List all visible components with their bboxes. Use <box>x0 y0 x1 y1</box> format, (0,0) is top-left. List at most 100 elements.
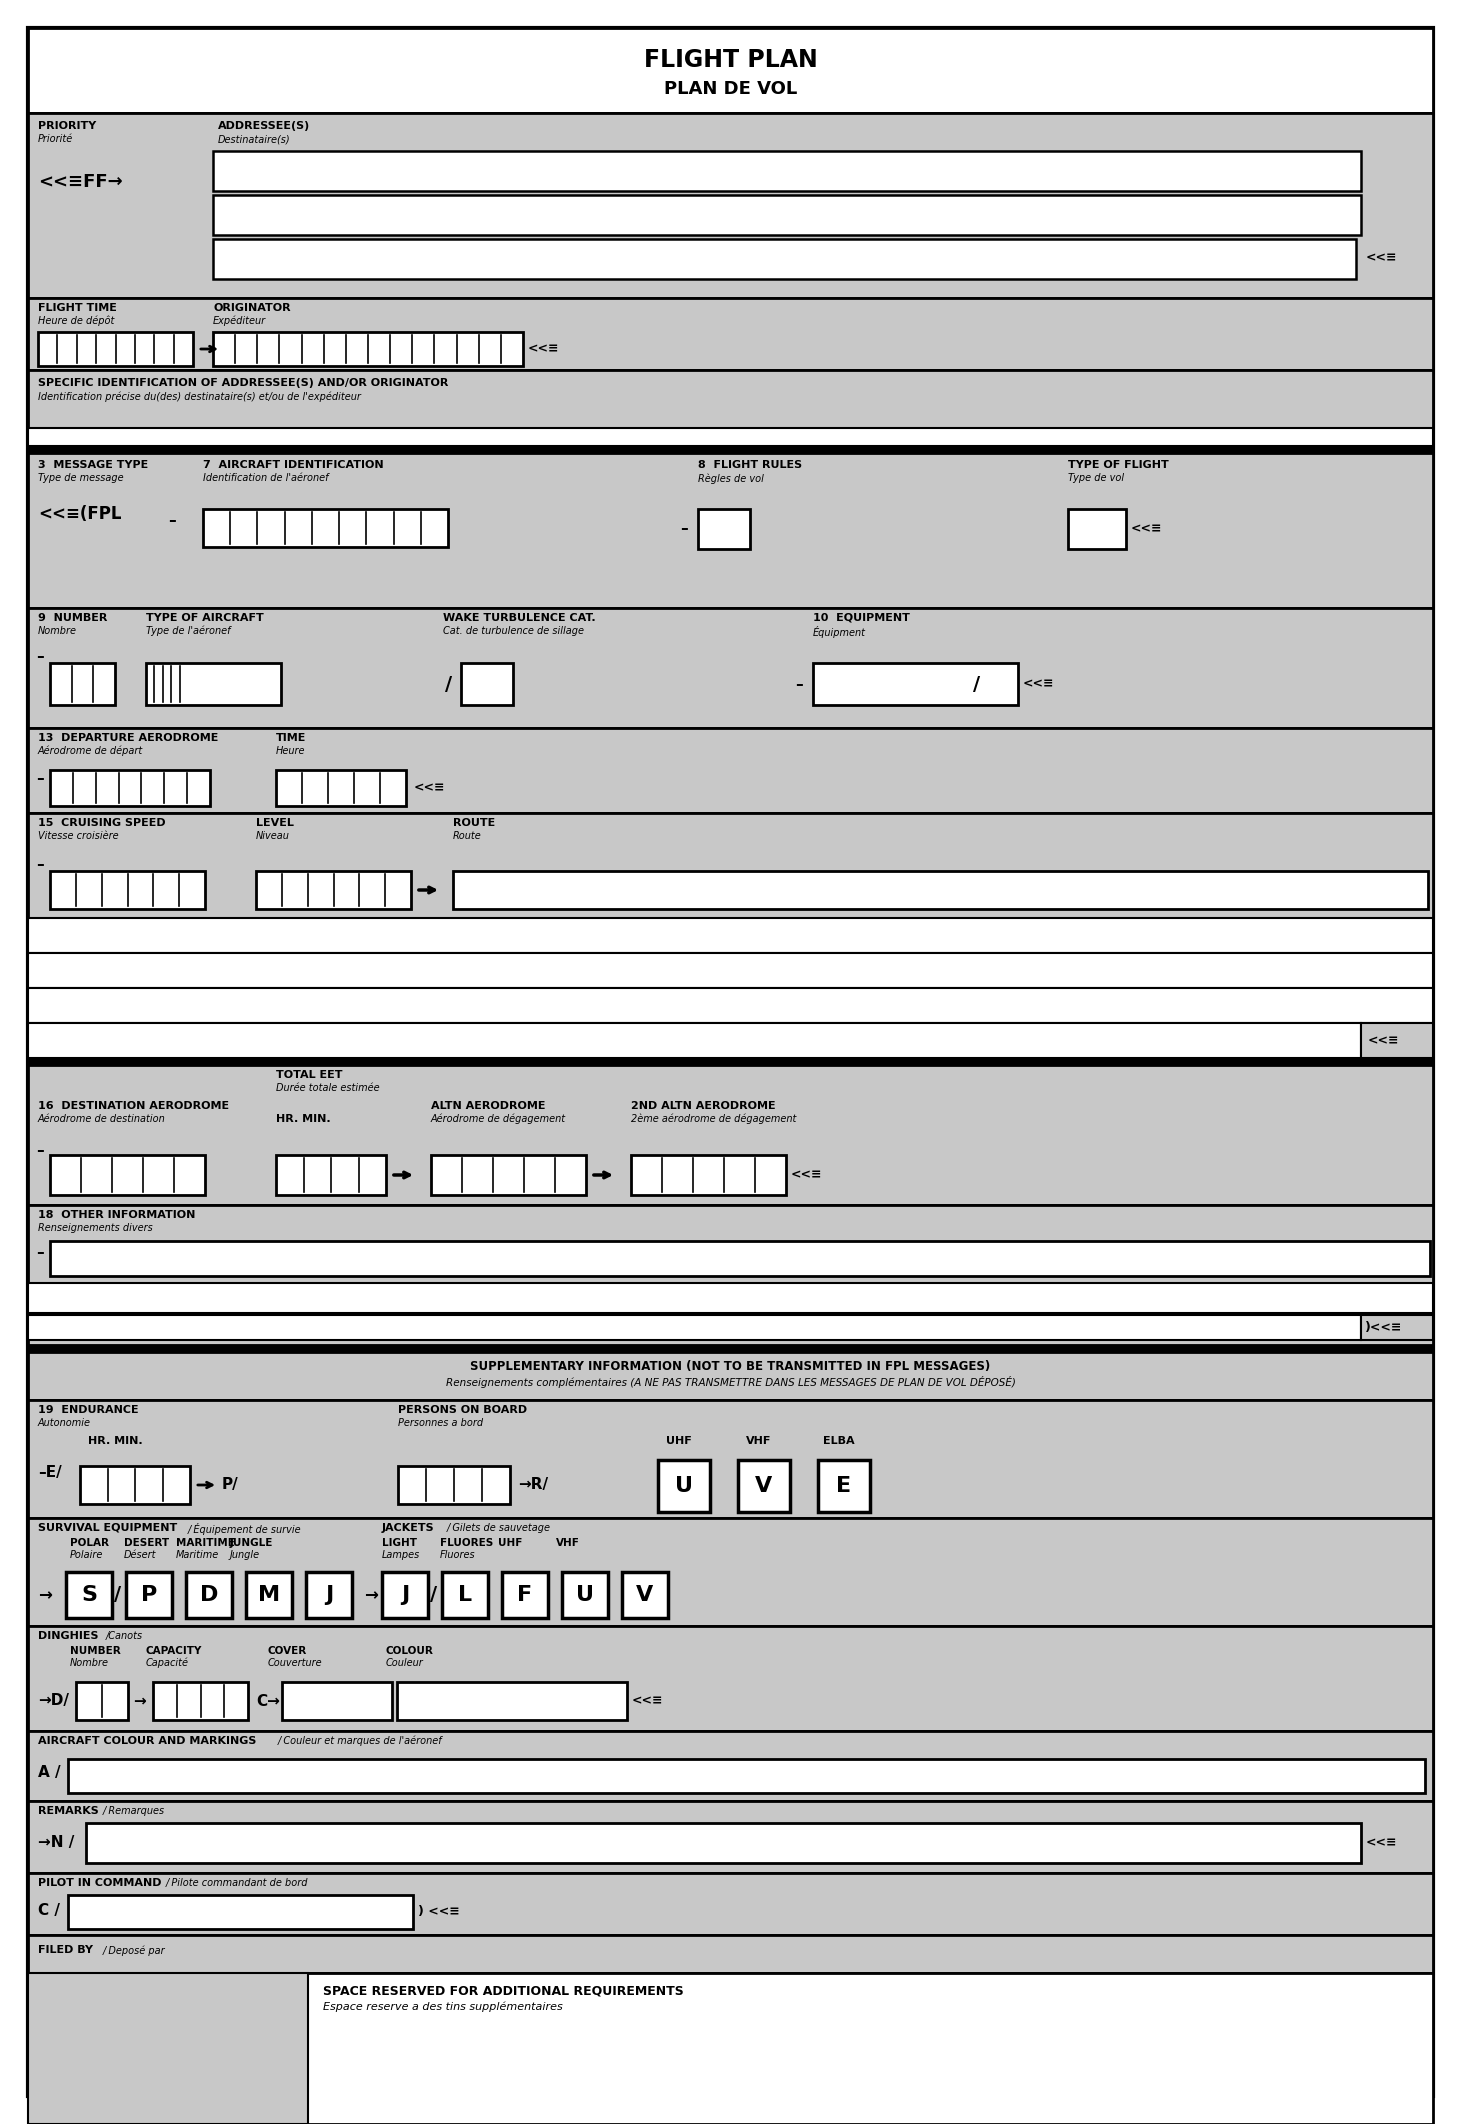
Text: <<≡: <<≡ <box>1023 678 1055 690</box>
Text: TYPE OF AIRCRAFT: TYPE OF AIRCRAFT <box>146 614 264 622</box>
Text: <<≡(FPL: <<≡(FPL <box>38 506 121 523</box>
Text: J: J <box>324 1585 333 1606</box>
Bar <box>28 1204 1433 1344</box>
Bar <box>28 1315 1362 1340</box>
Bar <box>28 918 1433 954</box>
Text: TYPE OF FLIGHT: TYPE OF FLIGHT <box>1068 461 1169 469</box>
Bar <box>80 1466 190 1504</box>
Bar <box>50 871 205 909</box>
Bar <box>631 1155 786 1196</box>
Bar <box>28 1801 1433 1873</box>
Text: WAKE TURBULENCE CAT.: WAKE TURBULENCE CAT. <box>443 614 596 622</box>
Text: /: / <box>446 675 451 695</box>
Text: /: / <box>973 675 980 695</box>
Text: 16  DESTINATION AERODROME: 16 DESTINATION AERODROME <box>38 1100 229 1111</box>
Bar <box>443 1572 488 1618</box>
Bar <box>1362 1024 1433 1058</box>
Text: SPACE RESERVED FOR ADDITIONAL REQUIREMENTS: SPACE RESERVED FOR ADDITIONAL REQUIREMEN… <box>323 1986 684 1999</box>
Text: Priorité: Priorité <box>38 134 73 144</box>
Text: LEVEL: LEVEL <box>256 818 294 828</box>
Text: Polaire: Polaire <box>70 1551 104 1559</box>
Text: 13  DEPARTURE AERODROME: 13 DEPARTURE AERODROME <box>38 733 218 743</box>
Bar <box>622 1572 668 1618</box>
Text: Route: Route <box>453 830 482 841</box>
Bar <box>562 1572 608 1618</box>
Text: /: / <box>430 1585 437 1604</box>
Text: Nombre: Nombre <box>70 1659 110 1667</box>
Bar <box>1068 510 1126 548</box>
Bar <box>453 871 1427 909</box>
Bar <box>126 1572 172 1618</box>
Text: P: P <box>140 1585 158 1606</box>
Bar <box>69 1759 1424 1793</box>
Bar <box>28 1627 1433 1731</box>
Text: Renseignements divers: Renseignements divers <box>38 1223 153 1234</box>
Text: –: – <box>37 1143 44 1158</box>
Bar <box>213 240 1356 278</box>
Bar <box>69 1895 413 1929</box>
Bar <box>28 1973 1433 2124</box>
Text: Maritime: Maritime <box>175 1551 219 1559</box>
Text: 15  CRUISING SPEED: 15 CRUISING SPEED <box>38 818 165 828</box>
Text: P/: P/ <box>222 1478 238 1493</box>
Text: Espace reserve a des tins supplémentaires: Espace reserve a des tins supplémentaire… <box>323 2001 562 2011</box>
Text: →D/: →D/ <box>38 1693 69 1708</box>
Text: Aérodrome de départ: Aérodrome de départ <box>38 746 143 756</box>
Text: Couverture: Couverture <box>267 1659 323 1667</box>
Bar <box>812 663 1018 705</box>
Text: <<≡: <<≡ <box>413 782 446 794</box>
Bar <box>245 1572 292 1618</box>
Text: –: – <box>37 648 44 663</box>
Text: HR. MIN.: HR. MIN. <box>88 1436 143 1446</box>
Text: REMARKS: REMARKS <box>38 1805 99 1816</box>
Bar <box>50 1155 205 1196</box>
Text: Type de vol: Type de vol <box>1068 474 1124 482</box>
Text: –: – <box>679 523 688 537</box>
Bar <box>28 1024 1362 1058</box>
Bar <box>50 1240 1430 1277</box>
Text: PERSONS ON BOARD: PERSONS ON BOARD <box>397 1404 527 1415</box>
Text: TOTAL EET: TOTAL EET <box>276 1070 342 1079</box>
Text: <<≡: <<≡ <box>1131 523 1163 535</box>
Text: Désert: Désert <box>124 1551 156 1559</box>
Text: Personnes a bord: Personnes a bord <box>397 1419 484 1427</box>
Bar <box>50 771 210 805</box>
Text: <<≡FF→: <<≡FF→ <box>38 172 123 191</box>
Bar <box>28 1058 1433 1064</box>
Text: –: – <box>37 771 44 786</box>
Text: ALTN AERODROME: ALTN AERODROME <box>431 1100 545 1111</box>
Text: 9  NUMBER: 9 NUMBER <box>38 614 107 622</box>
Bar <box>28 1344 1433 1353</box>
Bar <box>28 113 1433 297</box>
Bar <box>28 813 1433 918</box>
Text: Durée totale estimée: Durée totale estimée <box>276 1083 380 1094</box>
Bar <box>28 370 1433 429</box>
Bar <box>28 1519 1433 1627</box>
Bar <box>397 1682 627 1720</box>
Text: JACKETS: JACKETS <box>381 1523 434 1534</box>
Text: NUMBER: NUMBER <box>70 1646 121 1657</box>
Bar <box>66 1572 112 1618</box>
Text: Vitesse croisière: Vitesse croisière <box>38 830 118 841</box>
Bar <box>86 1822 1362 1863</box>
Bar <box>276 1155 386 1196</box>
Text: L: L <box>457 1585 472 1606</box>
Text: FILED BY: FILED BY <box>38 1946 94 1954</box>
Text: 2ND ALTN AERODROME: 2ND ALTN AERODROME <box>631 1100 776 1111</box>
Text: AIRCRAFT COLOUR AND MARKINGS: AIRCRAFT COLOUR AND MARKINGS <box>38 1735 256 1746</box>
Text: C /: C / <box>38 1903 60 1918</box>
Text: Renseignements complémentaires (A NE PAS TRANSMETTRE DANS LES MESSAGES DE PLAN D: Renseignements complémentaires (A NE PAS… <box>446 1376 1015 1387</box>
Text: <<≡: <<≡ <box>1366 1837 1398 1850</box>
Text: <<≡: <<≡ <box>1366 251 1398 266</box>
Text: Capacité: Capacité <box>146 1659 188 1669</box>
Text: /Canots: /Canots <box>107 1631 143 1642</box>
Bar <box>28 1400 1433 1519</box>
Bar <box>28 729 1433 813</box>
Bar <box>738 1459 790 1512</box>
Bar <box>282 1682 392 1720</box>
Text: <<≡: <<≡ <box>790 1168 823 1181</box>
Text: FLUORES: FLUORES <box>440 1538 494 1548</box>
Text: UHF: UHF <box>666 1436 691 1446</box>
Text: Cat. de turbulence de sillage: Cat. de turbulence de sillage <box>443 627 584 635</box>
Bar <box>28 1873 1433 1935</box>
